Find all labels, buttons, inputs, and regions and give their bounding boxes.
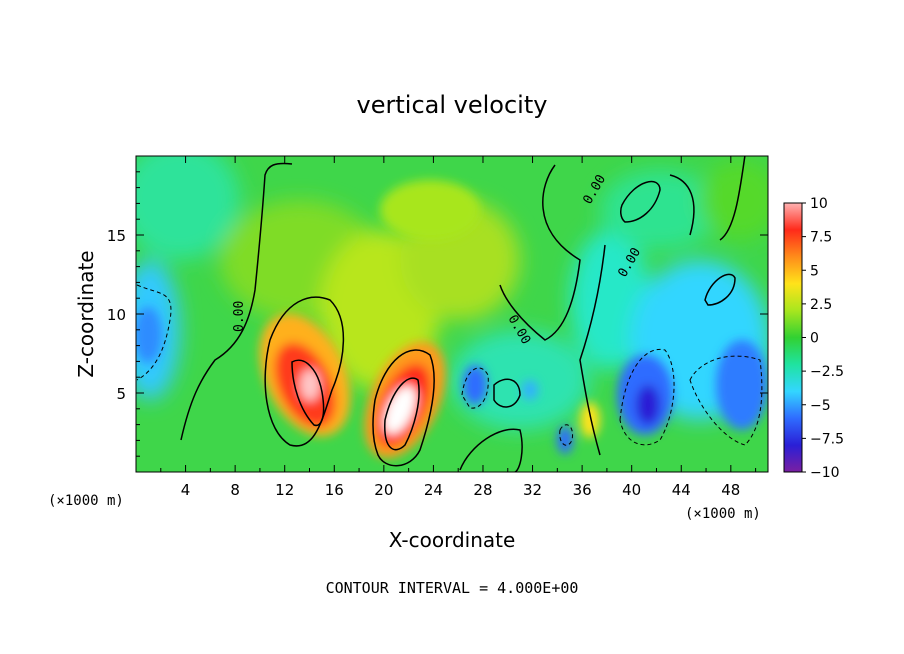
y-tick-label: 15 [107,227,126,245]
contour-updraft-center-core [384,377,420,451]
contour-updraft-left-core [291,359,325,427]
contour-right-arc [669,174,695,236]
x-tick-label: 12 [275,481,294,499]
colorbar-tick-label: −7.5 [810,431,844,447]
contour-small-loop-1 [620,180,661,223]
contour-dashed [136,284,763,446]
colorbar-tick-label: −2.5 [810,364,844,380]
contour-neg-left [136,284,172,381]
colorbar-tick-label: −10 [810,465,840,481]
contour-updraft-center [372,349,435,467]
contour-updraft-left [264,296,345,447]
x-tick-label: 20 [374,481,393,499]
contour-far-right [719,156,746,241]
y-tick-label: 10 [107,306,126,324]
contour-neg-small [559,424,574,446]
contour-zero-left [180,162,293,441]
x-axis: 4 8 12 16 20 24 28 32 36 40 44 48 [160,156,757,499]
contour-zero-ridge [579,244,606,456]
y-tick-label: 5 [116,385,126,403]
x-unit-left: (×1000 m) [48,493,124,509]
x-tick-label: 16 [325,481,344,499]
colorbar-tick-label: 10 [810,196,828,212]
colorbar-tick-label: 5 [810,263,819,279]
colorbar [783,202,803,473]
colorbar-tick-label: −5 [810,398,831,414]
contour-small-loop-2 [704,273,736,306]
x-tick-label: 4 [181,481,191,499]
contour-lines [180,156,746,472]
x-tick-label: 44 [672,481,691,499]
colorbar-tick-label: 7.5 [810,230,832,246]
colorbar-tick-label: 0 [810,331,819,347]
contour-neg-far-right [689,355,763,446]
heatmap-field: 0.00 0.00 0.00 0.00 [136,156,768,472]
x-tick-label: 28 [473,481,492,499]
x-tick-label: 48 [721,481,740,499]
x-tick-label: 32 [523,481,542,499]
x-tick-label: 36 [573,481,592,499]
colorbar-ticks: 10 7.5 5 2.5 0 −2.5 −5 −7.5 −10 [802,196,844,481]
chart-title: vertical velocity [357,91,548,119]
contour-small-loop-3 [493,378,521,408]
contour-interval-footer: CONTOUR INTERVAL = 4.000E+00 [326,579,579,597]
colorbar-tick-label: 2.5 [810,297,832,313]
x-tick-label: 8 [230,481,240,499]
x-tick-label: 40 [622,481,641,499]
contour-zero-center [459,428,523,472]
y-axis-label: Z-coordinate [74,250,98,377]
y-axis: 5 10 15 [107,171,768,457]
x-tick-label: 24 [424,481,443,499]
x-unit-right: (×1000 m) [685,506,761,522]
contour-label-1: 0.00 [232,301,247,332]
contour-zero-right [499,164,581,341]
contour-neg-right [619,348,675,446]
x-axis-label: X-coordinate [389,528,516,552]
field-cores [136,180,768,458]
